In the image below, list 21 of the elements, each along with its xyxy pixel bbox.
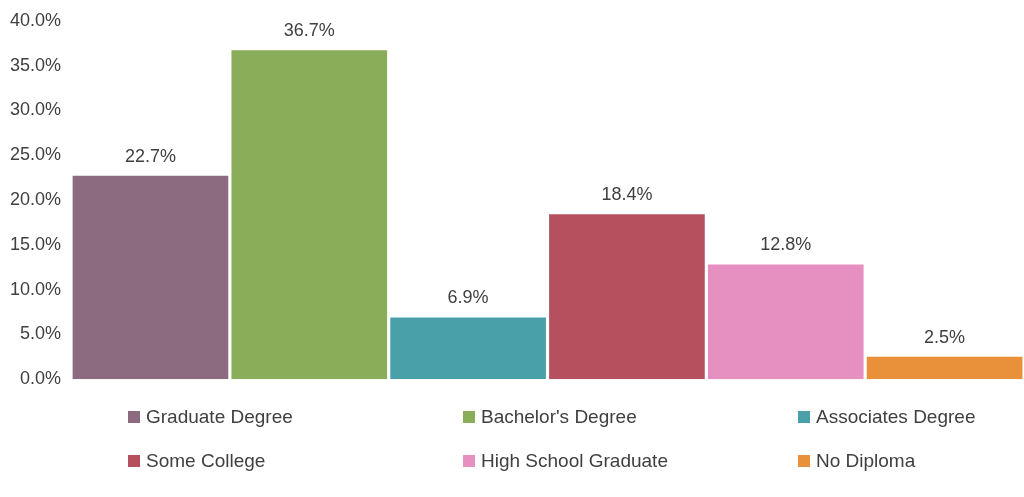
legend-label: Some College xyxy=(146,450,266,472)
data-label: 2.5% xyxy=(924,326,966,347)
data-label: 36.7% xyxy=(283,20,335,41)
y-tick-label: 20.0% xyxy=(9,188,62,209)
data-label: 22.7% xyxy=(124,145,176,166)
legend-label: Associates Degree xyxy=(816,406,976,428)
y-tick-label: 15.0% xyxy=(9,233,62,254)
legend-label: Bachelor's Degree xyxy=(481,406,637,428)
y-tick-label: 0.0% xyxy=(20,368,62,389)
legend-label: High School Graduate xyxy=(481,450,668,472)
y-tick-label: 10.0% xyxy=(9,278,62,299)
y-tick-label: 5.0% xyxy=(20,323,62,344)
y-tick-label: 25.0% xyxy=(9,144,62,165)
data-label: 12.8% xyxy=(760,234,812,255)
legend-label: Graduate Degree xyxy=(146,406,293,428)
y-tick-label: 35.0% xyxy=(9,54,62,75)
legend-label: No Diploma xyxy=(816,450,916,472)
data-label: 6.9% xyxy=(447,287,489,308)
y-tick-label: 40.0% xyxy=(9,9,62,30)
data-label: 18.4% xyxy=(601,184,653,205)
y-tick-label: 30.0% xyxy=(9,99,62,120)
